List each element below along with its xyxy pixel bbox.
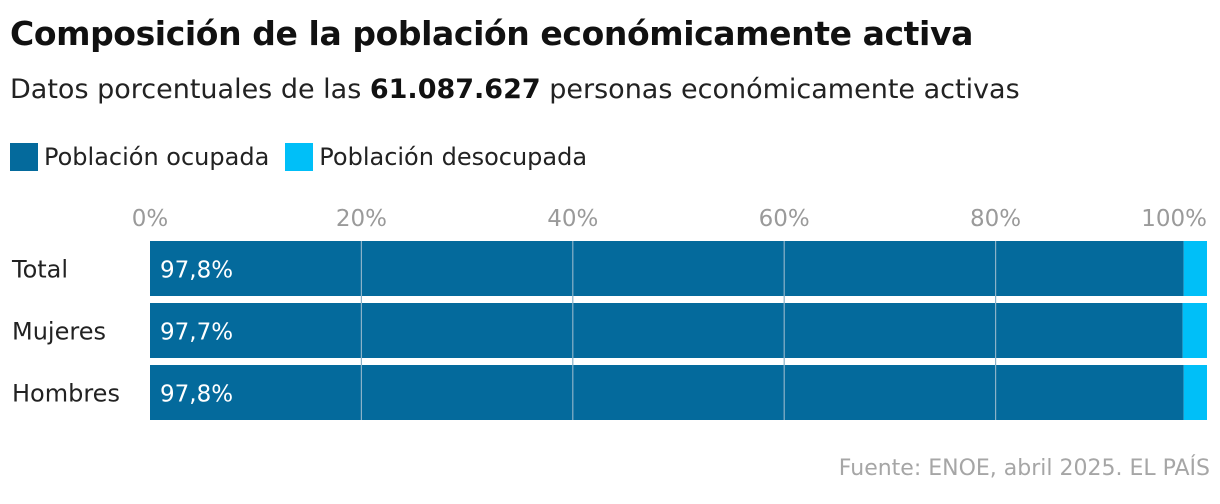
x-tick-label: 80%: [970, 206, 1021, 232]
bar-segment-ocupada: [150, 303, 1183, 358]
bar-segment-ocupada: [150, 241, 1184, 296]
source-note: Fuente: ENOE, abril 2025. EL PAÍS: [838, 456, 1210, 481]
x-tick-label: 100%: [1141, 206, 1207, 232]
chart-rows: Total Mujeres Hombres: [11, 241, 1207, 420]
chart-subtitle: Datos porcentuales de las 61.087.627 per…: [10, 74, 1020, 105]
legend-swatch-desocupada: [285, 143, 314, 171]
category-label: Mujeres: [12, 318, 106, 346]
bar-value-label: 97,8%: [160, 258, 233, 284]
legend-label-ocupada: Población ocupada: [44, 143, 270, 171]
x-tick-label: 20%: [336, 206, 387, 232]
category-label: Hombres: [12, 380, 120, 408]
bar-segment-desocupada: [1183, 365, 1207, 420]
subtitle-prefix: Datos porcentuales de las: [10, 74, 370, 105]
x-axis-tick-labels: 0% 20% 40% 60% 80% 100%: [132, 206, 1207, 232]
subtitle-highlight: 61.087.627: [369, 74, 541, 105]
bar-segment-ocupada: [150, 365, 1184, 420]
x-tick-label: 60%: [759, 206, 810, 232]
x-tick-label: 40%: [547, 206, 598, 232]
category-label: Total: [11, 256, 68, 284]
x-tick-label: 0%: [132, 206, 169, 232]
legend-swatch-ocupada: [10, 143, 38, 171]
bar-segment-desocupada: [1183, 241, 1207, 296]
subtitle-suffix: personas económicamente activas: [540, 74, 1020, 105]
legend-item-desocupada: Población desocupada: [285, 143, 587, 171]
legend-item-ocupada: Población ocupada: [10, 143, 269, 171]
value-labels: 97,8% 97,7% 97,8%: [160, 258, 233, 408]
bar-chart: 0% 20% 40% 60% 80% 100% Total Mujeres Hombres 9…: [11, 206, 1207, 420]
bar-value-label: 97,7%: [160, 320, 233, 346]
gridlines: [360, 241, 997, 420]
chart-title: Composición de la población económicamen…: [10, 14, 973, 53]
bar-segment-desocupada: [1182, 303, 1207, 358]
legend-label-desocupada: Población desocupada: [319, 143, 588, 171]
chart-legend: Población ocupada Población desocupada: [10, 143, 603, 171]
bar-value-label: 97,8%: [160, 382, 233, 408]
